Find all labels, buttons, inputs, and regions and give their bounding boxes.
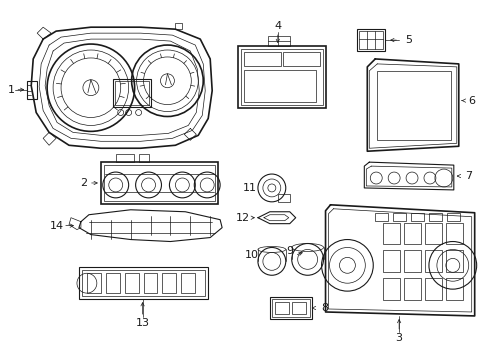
Bar xyxy=(446,213,459,221)
Bar xyxy=(403,251,420,272)
Text: 6: 6 xyxy=(468,96,475,105)
Bar xyxy=(87,273,101,293)
Bar xyxy=(79,267,208,299)
Text: 13: 13 xyxy=(135,318,149,328)
Bar xyxy=(428,213,441,221)
Bar xyxy=(445,223,462,244)
Bar xyxy=(359,31,383,49)
Text: 11: 11 xyxy=(243,183,256,193)
Bar xyxy=(282,52,319,66)
Text: 8: 8 xyxy=(321,303,328,313)
Text: 2: 2 xyxy=(80,178,87,188)
Bar xyxy=(105,273,120,293)
Bar xyxy=(241,49,322,105)
Text: 7: 7 xyxy=(464,171,471,181)
Bar xyxy=(274,302,288,314)
Bar xyxy=(445,251,462,272)
Bar xyxy=(403,278,420,300)
Text: 4: 4 xyxy=(274,21,281,31)
Bar xyxy=(116,154,133,162)
Bar xyxy=(277,194,289,202)
Text: 3: 3 xyxy=(395,333,402,343)
Text: 10: 10 xyxy=(244,251,259,260)
Bar xyxy=(383,278,399,300)
Bar xyxy=(101,162,218,204)
Bar xyxy=(115,81,148,105)
Text: 12: 12 xyxy=(236,213,249,223)
Bar xyxy=(383,223,399,244)
Bar xyxy=(376,71,450,140)
Bar xyxy=(143,273,157,293)
Text: 5: 5 xyxy=(404,35,411,45)
Bar xyxy=(124,273,138,293)
Bar xyxy=(244,52,280,66)
Bar xyxy=(410,213,423,221)
Text: 14: 14 xyxy=(50,221,64,231)
Bar xyxy=(27,81,37,99)
Bar xyxy=(271,299,309,317)
Bar xyxy=(238,46,325,108)
Bar xyxy=(181,273,195,293)
Bar xyxy=(244,70,315,102)
Bar xyxy=(113,79,150,107)
Bar xyxy=(424,223,441,244)
Bar xyxy=(374,213,387,221)
Bar xyxy=(291,302,305,314)
Bar xyxy=(392,213,405,221)
Bar xyxy=(357,29,385,51)
Bar xyxy=(82,270,205,296)
Bar xyxy=(103,165,215,201)
Bar xyxy=(269,297,311,319)
Bar xyxy=(403,223,420,244)
Bar xyxy=(383,251,399,272)
Text: 9: 9 xyxy=(285,247,293,256)
Text: 1: 1 xyxy=(8,85,15,95)
Bar xyxy=(267,36,289,46)
Bar xyxy=(162,273,176,293)
Bar xyxy=(424,251,441,272)
Bar xyxy=(138,154,148,162)
Bar xyxy=(424,278,441,300)
Bar xyxy=(445,278,462,300)
